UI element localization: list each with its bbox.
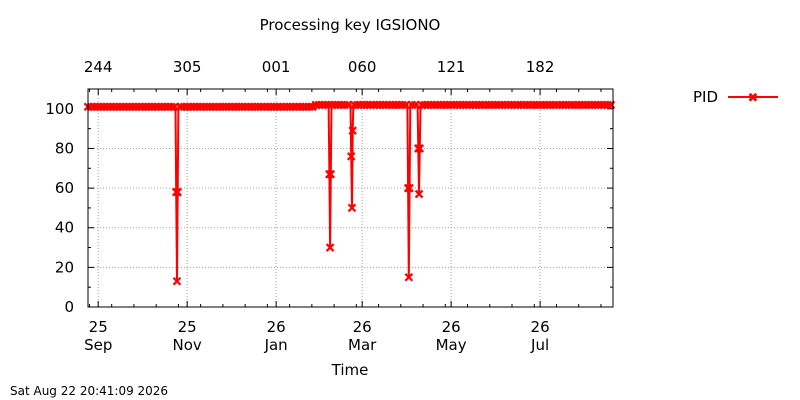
plot-frame [87, 88, 614, 308]
x-axis-label: Time [331, 361, 369, 379]
data-point-marker [346, 152, 356, 161]
legend-label-pid: PID [693, 88, 718, 106]
data-point-marker [410, 100, 420, 110]
y-tick-label: 20 [55, 258, 74, 276]
data-point-marker [348, 126, 357, 135]
x-top-tick-label: 060 [348, 58, 377, 76]
axis-ticks: 02040608010025Sep25Nov26Jan26Mar26May26J… [45, 58, 613, 354]
y-tick-label: 40 [55, 219, 74, 237]
x-tick-label-day: 26 [353, 318, 372, 336]
x-tick-label-month: May [436, 336, 467, 354]
data-point-marker [347, 203, 357, 213]
series-pid [83, 100, 616, 286]
chart-title: Processing key IGSIONO [260, 16, 441, 34]
legend-marker-pid: ✖ [748, 91, 759, 106]
x-top-tick-label: 305 [173, 58, 202, 76]
x-tick-label-month: Jul [530, 336, 549, 354]
y-tick-label: 0 [64, 298, 74, 316]
data-point-marker [172, 276, 182, 286]
legend: PID ✖ [693, 88, 778, 106]
x-top-tick-label: 244 [84, 58, 113, 76]
timestamp: Sat Aug 22 20:41:09 2026 [10, 384, 168, 398]
data-point-marker [325, 243, 335, 252]
y-tick-label: 100 [45, 100, 74, 118]
x-tick-label-month: Nov [173, 336, 202, 354]
x-top-tick-label: 001 [262, 58, 291, 76]
x-tick-label-day: 26 [442, 318, 461, 336]
y-tick-label: 60 [55, 179, 74, 197]
x-tick-label-day: 25 [178, 318, 197, 336]
data-point-marker [173, 187, 182, 197]
data-point-marker [170, 102, 179, 112]
x-tick-label-month: Mar [348, 336, 377, 354]
x-tick-label-day: 25 [89, 318, 108, 336]
x-top-tick-label: 182 [526, 58, 555, 76]
y-tick-label: 80 [55, 139, 74, 157]
data-point-marker [414, 189, 424, 199]
data-point-marker [404, 272, 414, 282]
data-point-marker [415, 144, 425, 153]
data-point-marker [405, 183, 414, 193]
data-point-marker [401, 100, 410, 110]
data-point-marker [343, 100, 353, 110]
x-tick-label-day: 26 [531, 318, 550, 336]
x-tick-label-month: Sep [84, 336, 112, 354]
x-top-tick-label: 121 [437, 58, 466, 76]
x-tick-label-day: 26 [267, 318, 286, 336]
x-tick-label-month: Jan [264, 336, 288, 354]
data-point-marker [326, 169, 336, 179]
